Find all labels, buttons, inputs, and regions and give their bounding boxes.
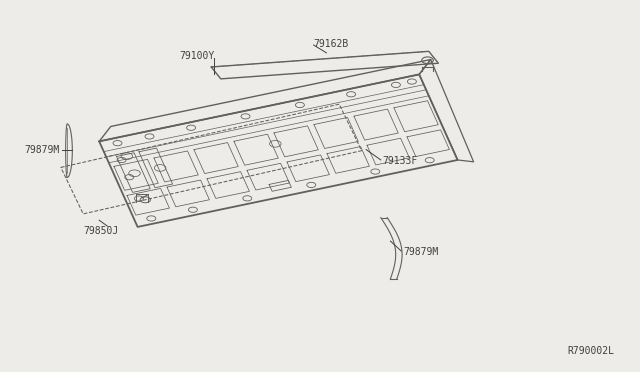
Text: 79879M: 79879M [24,145,60,154]
Text: 79133F: 79133F [383,156,418,166]
Text: 79879M: 79879M [403,247,438,257]
Text: 79850J: 79850J [83,227,118,236]
Text: R790002L: R790002L [568,346,614,356]
Text: 79100Y: 79100Y [179,51,214,61]
Text: 79162B: 79162B [314,39,349,49]
